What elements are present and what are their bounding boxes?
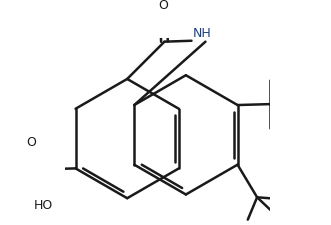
Text: O: O — [26, 136, 36, 149]
Text: NH: NH — [192, 27, 211, 40]
Text: O: O — [159, 0, 168, 12]
Text: HO: HO — [33, 199, 53, 212]
